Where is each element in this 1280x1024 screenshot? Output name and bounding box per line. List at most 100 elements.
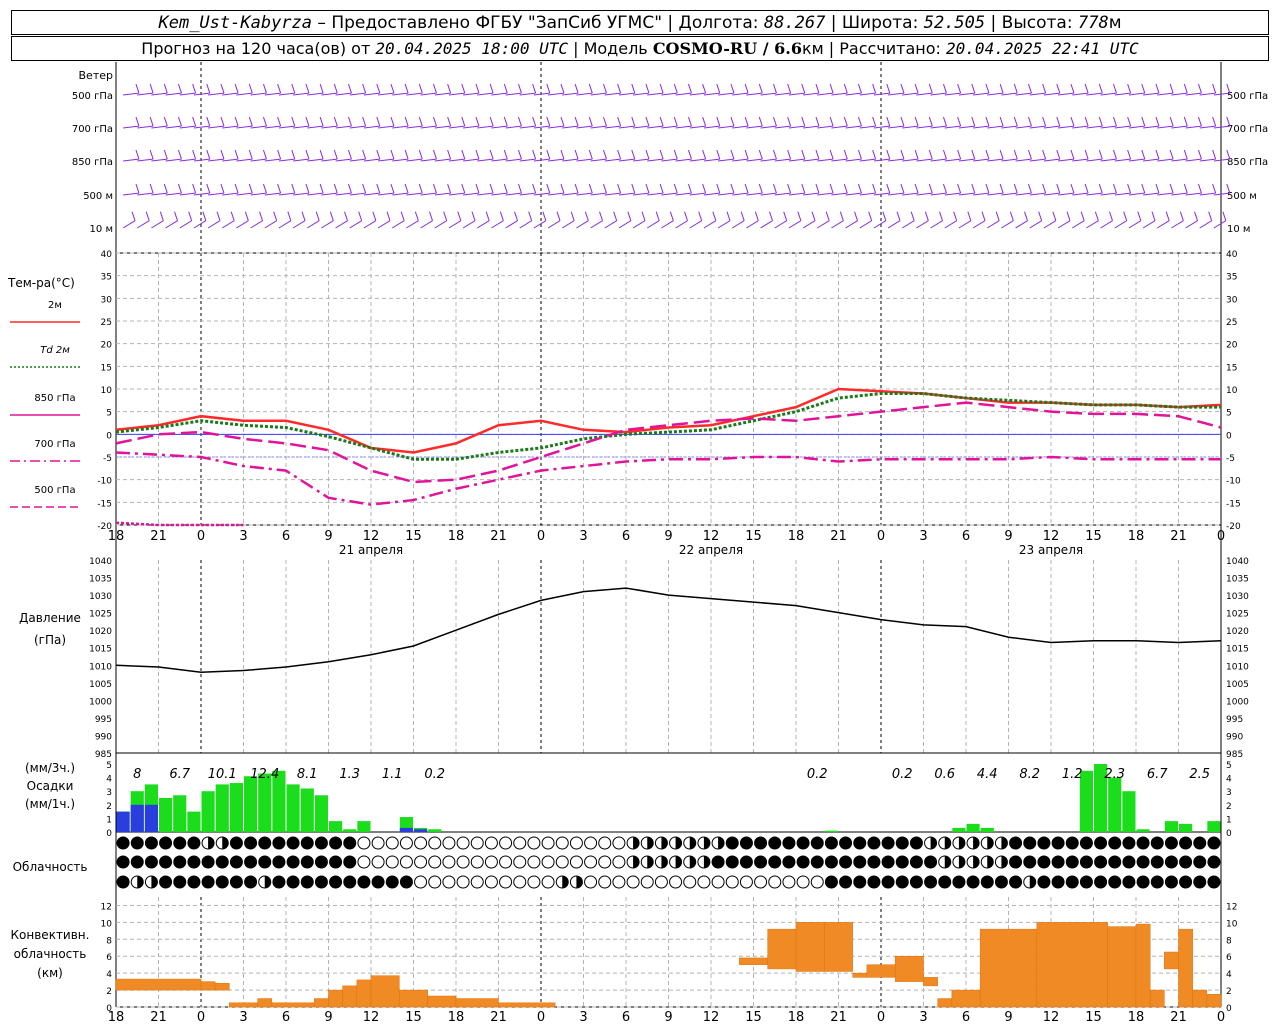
conv-cloud-bar [824,922,853,972]
wind-barb-feather [1027,149,1032,160]
wind-barb [1157,192,1174,196]
cloud-cover-symbol [994,875,1008,889]
wind-barb-feather [1027,183,1032,194]
wind-barb-feather [702,116,707,127]
cloud-cover-symbol [470,875,484,889]
wind-barb [363,158,380,162]
pressure-tick-label: 1035 [1226,575,1249,585]
cloud-cover-symbol [1023,855,1037,869]
wind-barb-feather [957,83,962,94]
wind-barb [746,158,763,162]
wind-barb-feather [517,183,522,194]
wind-barb-feather [1042,183,1047,194]
wind-barb [1185,125,1202,129]
wind-barb [788,158,805,162]
wind-barb-feather [432,149,437,160]
pressure-tick-label: 1015 [89,645,112,655]
wind-barb [987,125,1004,129]
wind-barb-feather [1098,149,1103,160]
wind-barb [661,192,678,196]
wind-barb-feather [900,83,905,94]
wind-barb [1015,92,1032,96]
precip-bar [414,829,428,832]
wind-barb-feather [287,211,292,221]
wind-barb [392,158,409,162]
wind-barb-feather [1109,211,1113,221]
wind-barb [406,125,423,129]
wind-barb-feather [461,83,466,94]
wind-barb [888,158,905,162]
temp-tick-label: 40 [1226,250,1238,260]
wind-barb [448,220,462,229]
pressure-tick-label: 1025 [1226,610,1249,620]
wind-barb [845,92,862,96]
wind-barb [491,158,508,162]
wind-barb [335,192,352,196]
wind-barb-feather [372,211,377,221]
cloud-cover-symbol [1179,875,1193,889]
wind-barb-feather [503,116,508,127]
wind-barb-feather [471,211,476,221]
conv-cloud-bar [739,957,768,965]
hour-tick-label: 6 [622,1010,630,1024]
pressure-tick-label: 995 [1226,715,1243,725]
conv-tick-label: 0 [106,1004,112,1014]
wind-barb [1157,125,1174,129]
wind-barb-feather [248,116,253,127]
cloud-cover-half [1001,856,1008,868]
wind-barb [1029,192,1046,196]
wind-barb-feather [517,83,522,94]
cloud-cover-symbol [683,875,697,889]
wind-barb-feather [730,183,735,194]
wind-barb-feather [206,149,211,160]
wind-barb [165,192,182,196]
cloud-cover-symbol [385,855,399,869]
wind-barb-feather [843,83,848,94]
wind-barb-feather [1042,116,1047,127]
cloud-cover-symbol [966,875,980,889]
pressure-tick-label: 1020 [1226,627,1249,637]
wind-barb-feather [829,183,834,194]
wind-barb [463,158,480,162]
wind-barb [576,192,593,196]
conv-cloud-bar [894,955,924,982]
pressure-tick-label: 1035 [89,575,112,585]
wind-barb [973,192,990,196]
wind-barb [505,158,522,162]
cloud-cover-symbol [116,836,130,850]
wind-barb [675,92,692,96]
wind-barb [165,220,178,229]
wind-barb [519,92,536,96]
cloud-cover-symbol [484,855,498,869]
precip-bar [244,776,258,832]
wind-barb-feather [149,149,154,160]
wind-barb [901,220,915,229]
wind-barb-feather [999,116,1004,127]
cloud-cover-symbol [768,875,782,889]
wind-barb [1001,92,1018,96]
wind-barb-feather [376,83,381,94]
conv-cloud-bar [427,995,457,1008]
pressure-tick-label: 990 [95,732,112,742]
wind-barb [1114,192,1131,196]
wind-barb-feather [443,211,448,221]
cloud-cover-symbol [1051,855,1065,869]
wind-barb [576,158,593,162]
hour-tick-label: 3 [239,529,247,544]
cloud-cover-symbol [144,836,158,850]
wind-barb [434,92,451,96]
cloud-cover-symbol [215,875,229,889]
wind-barb [859,158,876,162]
wind-barb-feather [556,211,561,221]
wind-barb-feather [1042,83,1047,94]
wind-barb-feather [999,83,1004,94]
cloud-cover-half [987,856,994,868]
cloud-cover-symbol [1108,875,1122,889]
temp-tick-label: 5 [1226,409,1232,419]
wind-barb [647,92,664,96]
wind-barb-feather [872,83,877,94]
date-label: 22 апреля [679,543,743,557]
wind-barb [916,92,933,96]
cloud-cover-symbol [187,836,201,850]
wind-barb-feather [574,83,579,94]
